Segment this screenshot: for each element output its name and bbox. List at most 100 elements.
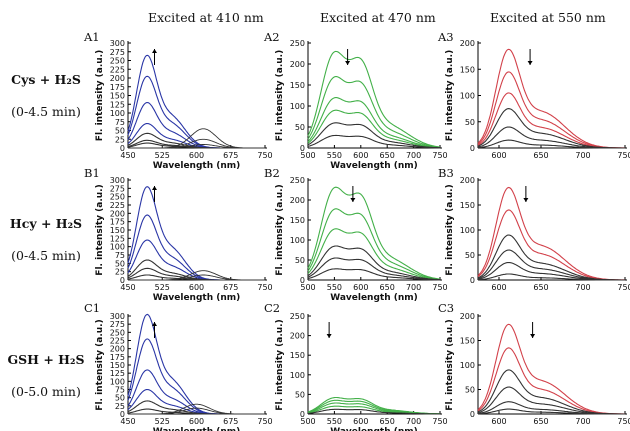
spectrum-line [307,134,440,149]
spectra-lines [127,313,265,415]
panel-label: C1 [84,301,101,315]
y-tick-label: 0 [300,276,305,285]
y-axis-label: Fl. intensity (a.u.) [445,50,455,141]
y-tick-label: 0 [470,276,475,285]
x-tick-label: 550 [327,151,342,160]
x-tick-label: 550 [327,417,342,426]
y-tick-label: 100 [460,361,475,370]
x-axis-label: Wavelength (nm) [153,161,241,171]
y-tick-label: 200 [110,74,125,83]
x-tick-label: 675 [223,417,238,426]
x-tick-label: 450 [120,283,135,292]
x-tick-label: 650 [533,417,548,426]
arrow-head [151,186,157,190]
x-tick-label: 600 [491,283,506,292]
y-tick-label: 300 [110,39,125,48]
y-tick-label: 0 [300,410,305,419]
y-axis-label: Fl. intensity (a.u.) [95,50,105,141]
spectrum-line [477,92,625,149]
y-tick-label: 50 [465,251,475,260]
chart-panel-B1: 450 525 600 675 750 0255075100125150175200225… [95,176,273,303]
x-tick-label: 750 [432,283,447,292]
row-subtitle: (0-4.5 min) [11,104,81,119]
x-tick-label: 450 [120,151,135,160]
y-tick-label: 250 [290,312,305,321]
x-tick-label: 650 [380,417,395,426]
y-tick-label: 250 [110,193,125,202]
y-tick-label: 175 [110,83,125,92]
spectrum-line [127,186,265,281]
x-tick-label: 500 [300,151,315,160]
y-axis-label: Fl. intensity (a.u.) [445,184,455,275]
spectrum-line [127,75,265,149]
y-tick-label: 275 [110,320,125,329]
secondary-band-line [128,407,265,415]
y-axis-label: Fl. intensity (a.u.) [275,50,285,141]
column-header-470: Excited at 470 nm [320,10,436,25]
y-tick-label: 225 [110,201,125,210]
y-tick-label: 250 [110,57,125,66]
y-tick-label: 100 [460,92,475,101]
spectra-lines [477,186,626,281]
chart-panel-C3: 600 650 700 750 0 50 100 150 200 Fl. intensity (a… [445,312,630,426]
y-tick-label: 150 [290,216,305,225]
y-tick-label: 150 [110,92,125,101]
y-axis-label: Fl. intensity (a.u.) [95,184,105,275]
y-tick-label: 225 [110,337,125,346]
y-tick-label: 0 [470,144,475,153]
panel-label: B3 [438,166,454,180]
x-tick-label: 700 [575,417,590,426]
spectrum-line [127,122,265,149]
row-title: Cys + H₂S [11,72,81,87]
x-tick-label: 600 [353,283,368,292]
x-tick-label: 600 [353,151,368,160]
panel-label: A3 [438,30,454,44]
spectra-lines [127,186,265,281]
x-tick-label: 600 [353,417,368,426]
y-tick-label: 175 [110,353,125,362]
y-tick-label: 150 [460,201,475,210]
spectrum-line [307,257,441,281]
column-header-410: Excited at 410 nm [148,10,264,25]
y-tick-label: 200 [290,60,305,69]
panel-label: A2 [264,30,280,44]
y-tick-label: 275 [110,48,125,57]
y-tick-label: 50 [115,394,125,403]
x-tick-label: 750 [617,283,630,292]
y-tick-label: 100 [290,236,305,245]
row-label-cys: Cys + H₂S (0-4.5 min) [2,72,90,119]
y-tick-label: 50 [115,259,125,268]
chart-panel-A1: 450 525 600 675 750 0255075100125150175200225… [95,39,273,171]
x-tick-label: 650 [380,151,395,160]
x-tick-label: 750 [257,283,272,292]
y-tick-label: 150 [290,351,305,360]
row-title: GSH + H₂S [7,352,85,367]
y-tick-label: 100 [290,102,305,111]
y-tick-label: 150 [110,361,125,370]
y-tick-label: 25 [115,268,125,277]
arrow-head [350,198,356,202]
chart-panel-C2: 500 550 600 650 700 750 0 50 100 150 200 250 Wavelen… [275,312,448,431]
spectrum-line [127,54,265,149]
x-tick-label: 550 [327,283,342,292]
x-tick-label: 750 [617,151,630,160]
y-tick-label: 25 [115,402,125,411]
y-tick-label: 250 [290,176,305,185]
row-label-gsh: GSH + H₂S (0-5.0 min) [2,352,90,399]
y-tick-label: 300 [110,176,125,185]
panel-label: B2 [264,166,280,180]
secondary-band-line [128,144,265,149]
spectrum-line [307,50,441,148]
spectrum-line [307,208,441,280]
x-tick-label: 750 [257,151,272,160]
y-tick-label: 200 [460,312,475,321]
spectrum-line [127,101,265,149]
panel-label: C3 [438,301,455,315]
arrow-head [151,322,157,326]
spectra-lines [477,48,626,149]
spectrum-line [477,273,625,281]
x-tick-label: 750 [432,151,447,160]
x-axis-label: Wavelength (nm) [330,161,418,171]
x-tick-label: 600 [189,417,204,426]
spectra-lines [477,323,625,415]
